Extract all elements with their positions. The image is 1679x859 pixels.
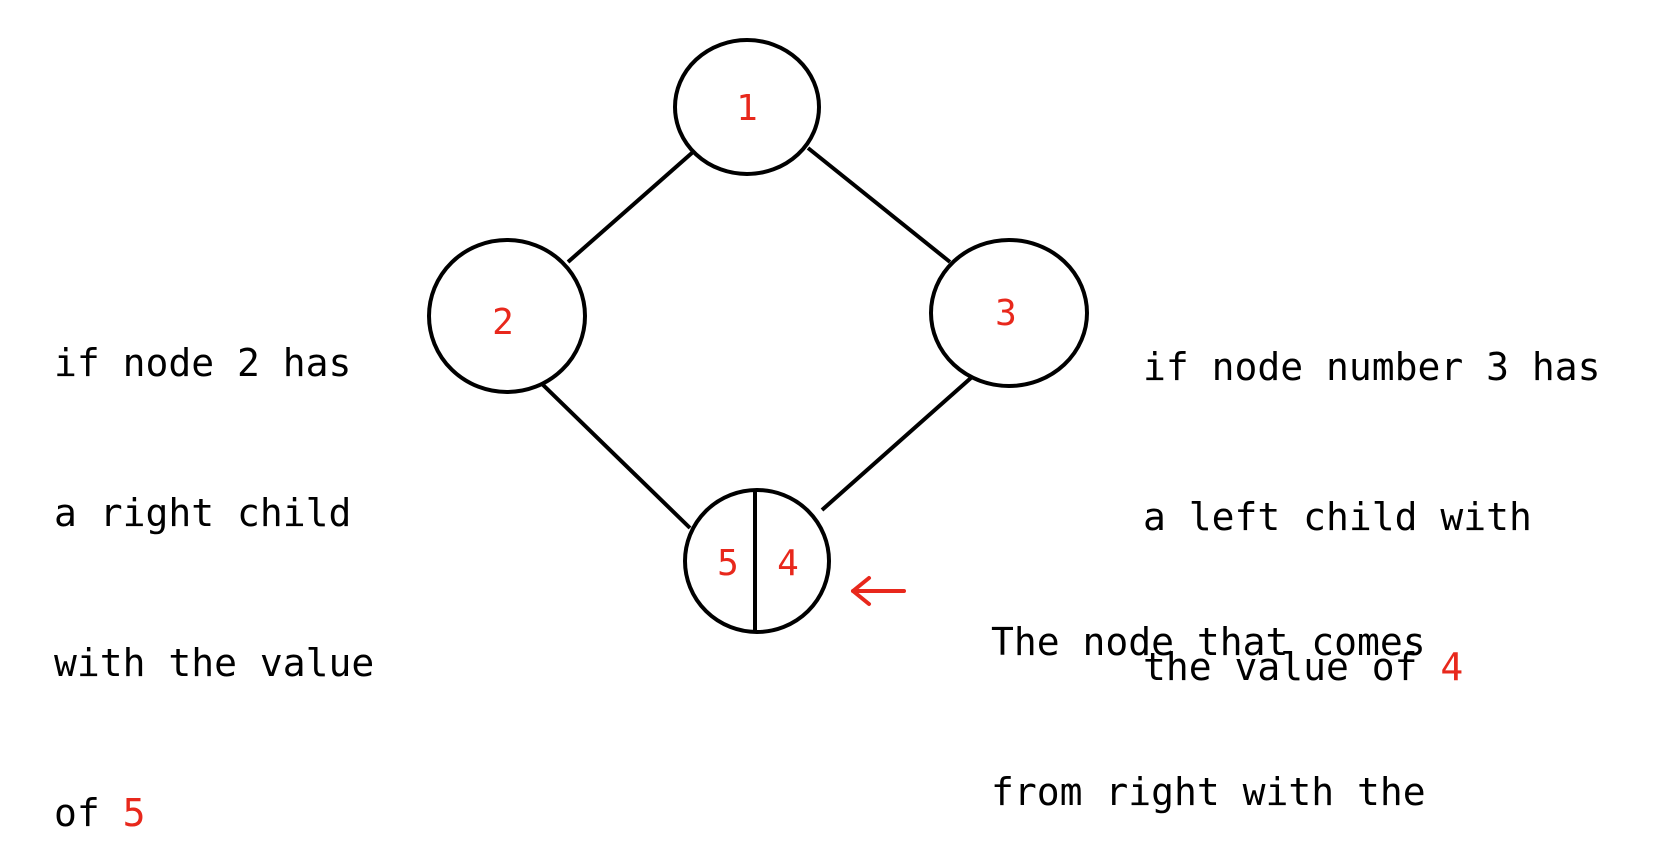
note-right-line-3-prefix: the value of (1143, 645, 1441, 689)
edge-3-collision (820, 375, 974, 512)
note-bottom: The node that comes from right with the … (991, 517, 1540, 859)
note-left-value: 5 (122, 791, 146, 835)
note-bottom-line-1: The node that comes (991, 620, 1426, 664)
collision-right-label: 4 (777, 543, 799, 584)
note-left: if node 2 has a right child with the val… (54, 238, 374, 859)
edge-1-2 (566, 150, 695, 264)
node-3: 3 (929, 238, 1089, 388)
edge-2-collision (538, 380, 692, 530)
node-3-label: 3 (995, 293, 1017, 334)
node-2: 2 (427, 238, 587, 394)
note-right-value: 4 (1440, 645, 1464, 689)
note-left-line-1: if node 2 has (54, 341, 352, 385)
node-1: 1 (673, 38, 821, 176)
note-left-line-2: a right child (54, 491, 352, 535)
node-1-label: 1 (736, 88, 758, 129)
note-right-line-3: the value of 4 (1143, 642, 1601, 692)
note-left-line-4-prefix: of (54, 791, 123, 835)
collision-left-label: 5 (717, 543, 739, 584)
note-left-line-3: with the value (54, 641, 375, 685)
note-right-line-1: if node number 3 has (1143, 345, 1601, 389)
node-2-label: 2 (492, 302, 514, 343)
note-right: if node number 3 has a left child with t… (1143, 242, 1601, 792)
left-arrow-icon (851, 576, 906, 606)
note-left-line-4: of 5 (54, 788, 374, 838)
note-bottom-line-2: from right with the (991, 770, 1426, 814)
collision-node: 5 4 (683, 488, 831, 634)
note-right-line-2: a left child with (1143, 495, 1532, 539)
edge-1-3 (806, 146, 952, 264)
